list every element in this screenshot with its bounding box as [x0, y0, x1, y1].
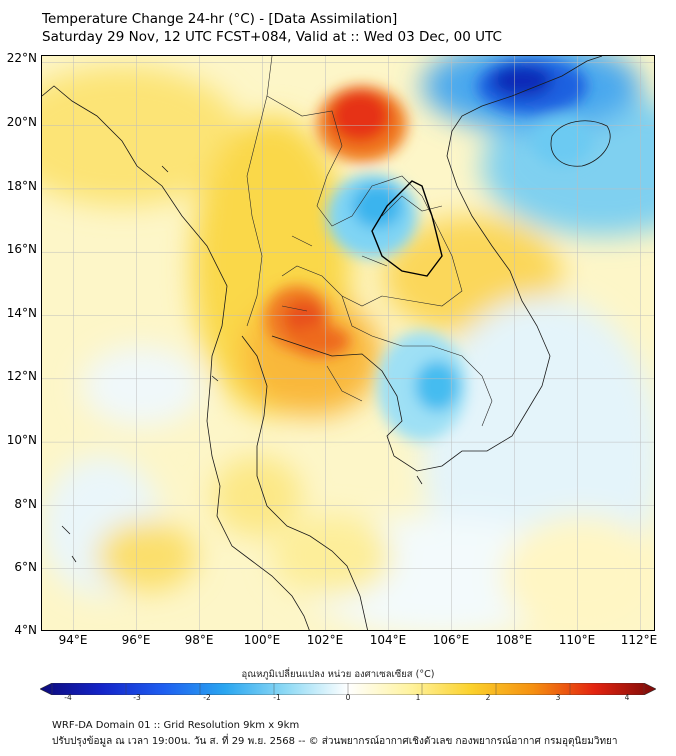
update-credit: ปรับปรุงข้อมูล ณ เวลา 19:00น. วัน ส. ที่… — [52, 736, 618, 747]
lon-label: 108°E — [495, 633, 533, 647]
map-subtitle: Saturday 29 Nov, 12 UTC FCST+084, Valid … — [42, 29, 502, 45]
colorbar-tick-label: -2 — [203, 693, 211, 702]
lon-label: 96°E — [121, 633, 151, 647]
colorbar-tick-label: 2 — [485, 693, 491, 702]
lat-label: 14°N — [6, 306, 37, 320]
colorbar-tick-label: -3 — [133, 693, 141, 702]
lon-label: 106°E — [432, 633, 470, 647]
country-borders — [246, 56, 493, 427]
colorbar — [39, 680, 657, 696]
lon-label: 102°E — [306, 633, 344, 647]
lat-label: 4°N — [14, 623, 37, 637]
lat-label: 12°N — [6, 369, 37, 383]
map-frame — [41, 55, 655, 631]
temperature-field — [42, 56, 654, 630]
model-info: WRF-DA Domain 01 :: Grid Resolution 9km … — [52, 720, 300, 731]
colorbar-tick-label: 1 — [415, 693, 421, 702]
coastlines — [42, 56, 611, 630]
lon-label: 104°E — [369, 633, 407, 647]
lon-label: 100°E — [243, 633, 281, 647]
graticule — [42, 56, 654, 630]
temperature-map — [42, 56, 654, 630]
colorbar-tick-label: -1 — [273, 693, 281, 702]
temperature-extremes — [265, 58, 592, 441]
colorbar-tick-label: 3 — [555, 693, 561, 702]
lon-label: 98°E — [184, 633, 214, 647]
lat-label: 22°N — [6, 51, 37, 65]
lat-label: 10°N — [6, 433, 37, 447]
colorbar-tick-label: 4 — [624, 693, 630, 702]
lat-label: 16°N — [6, 242, 37, 256]
lat-label: 8°N — [14, 497, 37, 511]
map-title: Temperature Change 24-hr (°C) - [Data As… — [42, 11, 398, 27]
lat-label: 20°N — [6, 115, 37, 129]
lat-label: 6°N — [14, 560, 37, 574]
colorbar-title: อุณหภูมิเปลี่ยนแปลง หน่วย องศาเซลเซียส (… — [241, 669, 435, 680]
lat-label: 18°N — [6, 179, 37, 193]
lon-label: 112°E — [620, 633, 658, 647]
lon-label: 110°E — [558, 633, 596, 647]
lon-label: 94°E — [58, 633, 88, 647]
colorbar-tick-label: -4 — [64, 693, 72, 702]
colorbar-tick-label: 0 — [345, 693, 351, 702]
